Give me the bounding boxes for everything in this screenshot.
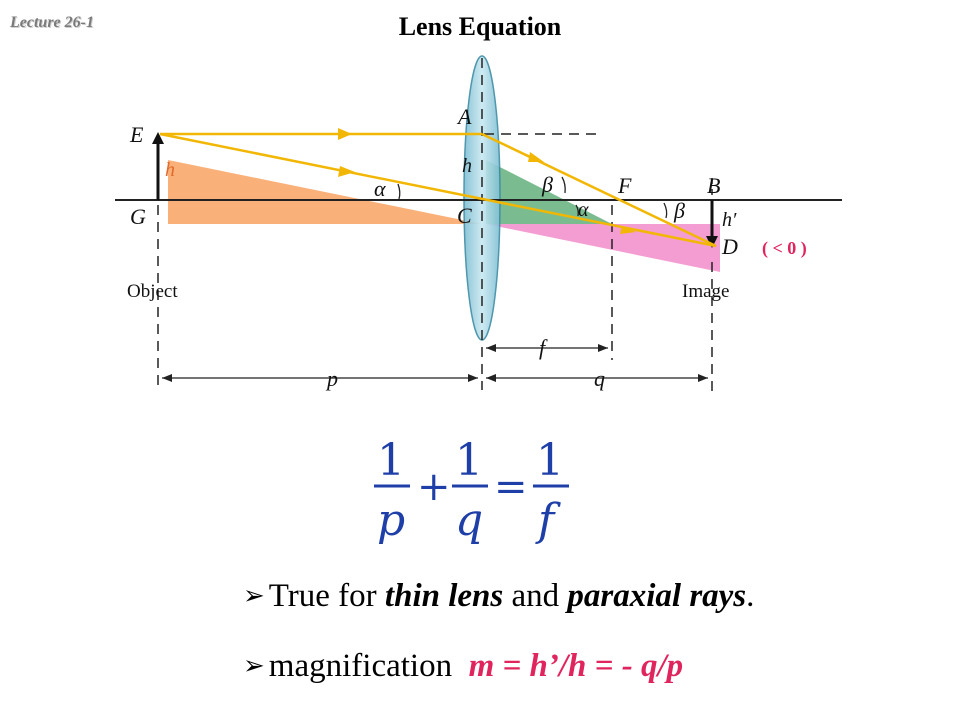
eq-numerator-3: 1	[536, 435, 564, 486]
label-image: Image	[682, 281, 729, 302]
label-h-lens: h	[462, 155, 472, 177]
label-F: F	[617, 173, 632, 198]
object-arrowhead	[152, 132, 164, 144]
lecture-number: Lecture 26-1	[10, 14, 94, 31]
bullet-arrow-icon: ➢	[243, 651, 265, 680]
bullet-magnification: ➢ magnification m = h’/h = - q/p	[243, 648, 683, 685]
eq-equals: =	[494, 464, 528, 510]
bullet-1-emphasis-paraxial: paraxial rays	[567, 578, 747, 614]
label-alpha-object: α	[374, 176, 386, 201]
label-h: h	[165, 159, 175, 181]
label-q: q	[594, 366, 605, 391]
label-D: D	[721, 234, 738, 259]
label-f: f	[539, 335, 548, 360]
dimension-arrowheads	[162, 344, 708, 382]
bullet-1-end: .	[746, 578, 755, 614]
eq-denominator-q: q	[455, 495, 483, 546]
angle-arcs	[397, 176, 668, 219]
label-G: G	[130, 204, 146, 229]
bullet-1-emphasis-thin-lens: thin lens	[384, 578, 504, 614]
negative-height-note: ( < 0 )	[762, 238, 807, 259]
label-E: E	[129, 122, 144, 147]
label-alpha-lens: α	[578, 199, 589, 221]
object-triangle	[168, 160, 482, 224]
lens-equation: 1 p + 1 q = 1 f	[374, 435, 569, 546]
label-C: C	[457, 203, 472, 228]
label-beta-image: β	[673, 198, 685, 223]
magnification-formula: m = h’/h = - q/p	[468, 648, 684, 684]
bullet-1-mid: and	[503, 578, 568, 614]
label-h-prime: h′	[722, 209, 737, 231]
eq-numerator-2: 1	[455, 435, 483, 486]
page-title: Lens Equation	[398, 12, 562, 41]
dimension-lines	[162, 347, 708, 379]
label-B: B	[707, 173, 720, 198]
label-A: A	[456, 104, 472, 129]
bullet-2-text: magnification	[268, 648, 469, 684]
eq-denominator-p: p	[377, 495, 405, 546]
eq-plus: +	[417, 464, 451, 510]
eq-denominator-f: f	[535, 495, 561, 546]
lens-triangle	[486, 160, 612, 224]
bullet-arrow-icon: ➢	[243, 581, 265, 610]
bullet-thin-lens: ➢ True for thin lens and paraxial rays.	[243, 578, 754, 615]
label-object: Object	[127, 281, 178, 302]
label-p: p	[325, 366, 338, 391]
image-arrowhead	[706, 236, 718, 248]
bullet-1-text: True for	[268, 578, 385, 614]
ray-arrowheads	[338, 128, 636, 234]
eq-numerator-1: 1	[377, 435, 405, 486]
label-beta-lens: β	[541, 172, 553, 197]
